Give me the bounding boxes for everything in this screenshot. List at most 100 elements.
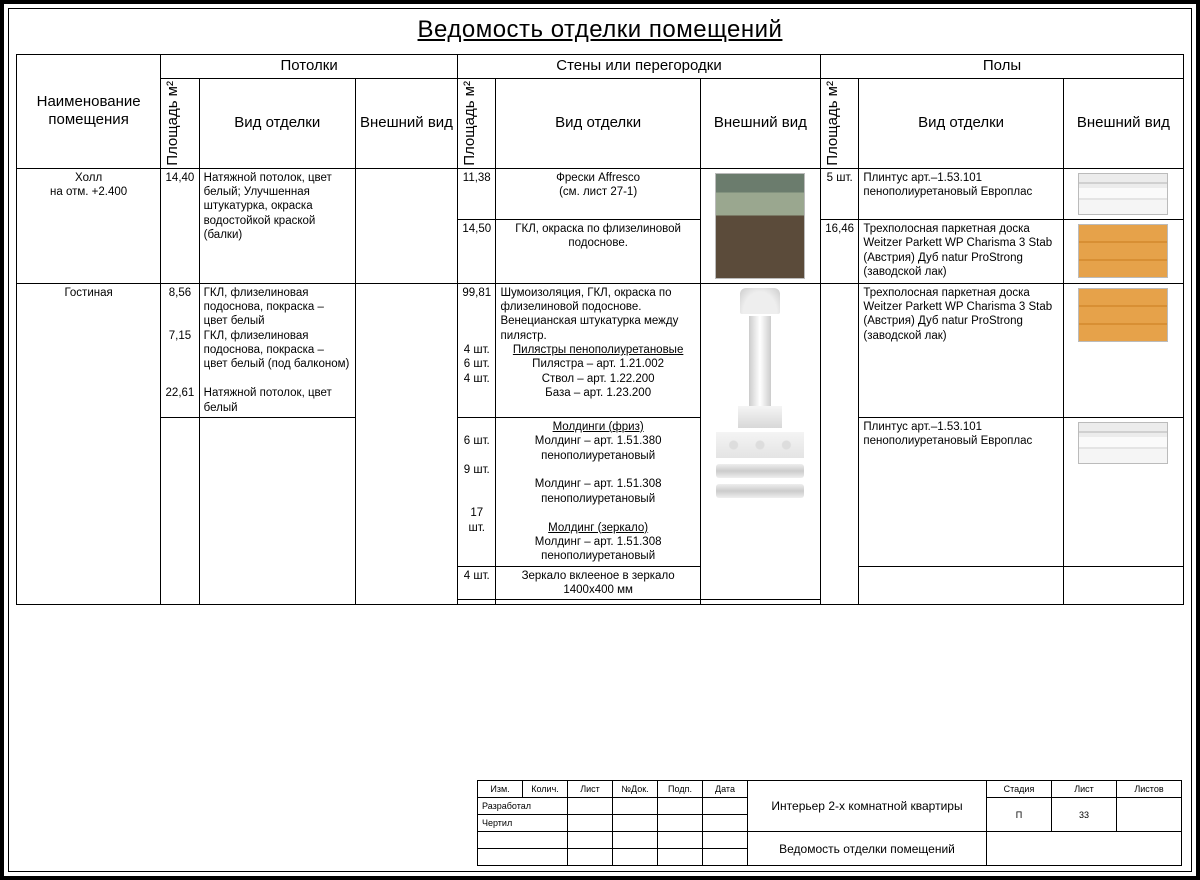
v: Молдинг – арт. 1.51.308 пенополиуретанов… bbox=[500, 477, 695, 506]
tb-draft: Чертил bbox=[478, 815, 568, 832]
cell-liv-floor1-d: Трехполосная паркетная доска Weitzer Par… bbox=[859, 283, 1063, 417]
v: 22,61 bbox=[165, 386, 194, 400]
tb-list: Лист bbox=[568, 781, 613, 798]
th-ceil-finish: Вид отделки bbox=[199, 78, 355, 168]
cell-liv-wall-d: Шумоизоляция, ГКЛ, окраска по флизелинов… bbox=[496, 283, 700, 417]
th-room: Наименование помещения bbox=[17, 55, 161, 169]
tb-project: Интерьер 2-х комнатной квартиры bbox=[748, 781, 987, 832]
tb-izm: Изм. bbox=[478, 781, 523, 798]
cell-liv-mold-d: Молдинги (фриз) Молдинг – арт. 1.51.380 … bbox=[496, 417, 700, 566]
cell-hall-wall1-area: 11,38 bbox=[458, 168, 496, 219]
cell-liv-floor2-d: Плинтус арт.–1.53.101 пенополиуретановый… bbox=[859, 417, 1063, 566]
cell-hall-wall1-desc: Фрески Affresco(см. лист 27-1) bbox=[496, 168, 700, 219]
fresco-swatch bbox=[715, 173, 805, 279]
th-floor-area: Площадь м² bbox=[820, 78, 858, 168]
v: 4 шт. bbox=[462, 343, 491, 357]
cell-liv-glass-a: 4 шт. bbox=[458, 566, 496, 600]
tb-ndok: №Док. bbox=[613, 781, 658, 798]
cell-hall-wall2-desc: ГКЛ, окраска по флизелиновой подоснове. bbox=[496, 219, 700, 283]
cell-liv-ceil-d: ГКЛ, флизелиновая подоснова, покраска – … bbox=[199, 283, 355, 417]
v: Ствол – арт. 1.22.200 bbox=[500, 372, 695, 386]
v: Натяжной потолок, цвет белый bbox=[204, 386, 351, 415]
capital-swatch bbox=[740, 288, 780, 314]
cell-liv-ceil-look bbox=[355, 283, 457, 605]
tb-podp: Подп. bbox=[658, 781, 703, 798]
tb-listov bbox=[1117, 798, 1182, 832]
tb-kol: Колич. bbox=[523, 781, 568, 798]
title-block: Изм. Колич. Лист №Док. Подп. Дата Интерь… bbox=[477, 780, 1182, 866]
v: ГКЛ, флизелиновая подоснова, покраска – … bbox=[204, 329, 351, 372]
cell-hall-ceil-look bbox=[355, 168, 457, 283]
v: Пилястра – арт. 1.21.002 bbox=[500, 357, 695, 371]
base-swatch bbox=[738, 406, 782, 428]
v: ГКЛ, флизелиновая подоснова, покраска – … bbox=[204, 286, 351, 329]
v: 17 шт. bbox=[462, 506, 491, 535]
cell-hall-wall-look bbox=[700, 168, 820, 283]
v: 4 шт. bbox=[462, 372, 491, 386]
th-walls-group: Стены или перегородки bbox=[458, 55, 821, 79]
molding-swatch bbox=[716, 464, 804, 478]
v: Пилястры пенополиуретановые bbox=[500, 343, 695, 357]
parquet-swatch bbox=[1078, 288, 1168, 342]
plinth-swatch bbox=[1078, 422, 1168, 464]
cell-living-name: Гостиная bbox=[17, 283, 161, 605]
th-wall-look: Внешний вид bbox=[700, 78, 820, 168]
cell-liv-floor1-look bbox=[1063, 283, 1183, 417]
cell-liv-floor-a bbox=[820, 283, 858, 605]
row-living-1: Гостиная 8,56 7,15 22,61 ГКЛ, флизелинов… bbox=[17, 283, 1184, 417]
th-ceil-look: Внешний вид bbox=[355, 78, 457, 168]
cell-liv-wall-a: 99,81 4 шт. 6 шт. 4 шт. bbox=[458, 283, 496, 417]
tb-stadiya: П bbox=[987, 798, 1052, 832]
th-ceil-area: Площадь м² bbox=[161, 78, 199, 168]
cell-liv-floor2-look bbox=[1063, 417, 1183, 566]
v: База – арт. 1.23.200 bbox=[500, 386, 695, 400]
v: 6 шт. bbox=[462, 357, 491, 371]
tb-list2-h: Лист bbox=[1052, 781, 1117, 798]
th-wall-finish: Вид отделки bbox=[496, 78, 700, 168]
finish-schedule-table: Наименование помещения Потолки Стены или… bbox=[16, 54, 1184, 605]
row-hall-1: Холлна отм. +2.400 14,40 Натяжной потоло… bbox=[17, 168, 1184, 219]
cell-liv-ceil-a: 8,56 7,15 22,61 bbox=[161, 283, 199, 417]
parquet-swatch bbox=[1078, 224, 1168, 278]
v: Молдинг – арт. 1.51.380 пенополиуретанов… bbox=[500, 434, 695, 463]
tb-dev: Разработал bbox=[478, 798, 568, 815]
tb-listov-h: Листов bbox=[1117, 781, 1182, 798]
v: 6 шт. bbox=[462, 434, 491, 448]
cell-hall-wall2-area: 14,50 bbox=[458, 219, 496, 283]
v: Молдинги (фриз) bbox=[500, 420, 695, 434]
v: 7,15 bbox=[165, 329, 194, 343]
v: 99,81 bbox=[462, 286, 491, 300]
tb-listno: 33 bbox=[1052, 798, 1117, 832]
cell-hall-floor1-look bbox=[1063, 168, 1183, 219]
cell-hall-name: Холлна отм. +2.400 bbox=[17, 168, 161, 283]
th-floor-finish: Вид отделки bbox=[859, 78, 1063, 168]
cell-liv-wall-look bbox=[700, 283, 820, 600]
tb-date: Дата bbox=[703, 781, 748, 798]
cell-hall-ceil-area: 14,40 bbox=[161, 168, 199, 283]
th-floor-look: Внешний вид bbox=[1063, 78, 1183, 168]
v: Шумоизоляция, ГКЛ, окраска по флизелинов… bbox=[500, 286, 695, 344]
v: Молдинг – арт. 1.51.308 пенополиуретанов… bbox=[500, 535, 695, 564]
v: 9 шт. bbox=[462, 463, 491, 477]
v: Молдинг (зеркало) bbox=[500, 521, 695, 535]
row-living-2: 6 шт. 9 шт. 17 шт. Молдинги (фриз) Молди… bbox=[17, 417, 1184, 566]
cell-hall-floor2-area: 16,46 bbox=[820, 219, 858, 283]
th-floor-group: Полы bbox=[820, 55, 1183, 79]
th-ceiling-group: Потолки bbox=[161, 55, 458, 79]
cell-hall-floor2-desc: Трехполосная паркетная доска Weitzer Par… bbox=[859, 219, 1063, 283]
v: 8,56 bbox=[165, 286, 194, 300]
cell-hall-floor1-desc: Плинтус арт.–1.53.101 пенополиуретановый… bbox=[859, 168, 1063, 219]
th-wall-area: Площадь м² bbox=[458, 78, 496, 168]
cell-hall-floor2-look bbox=[1063, 219, 1183, 283]
frieze-swatch bbox=[716, 432, 804, 458]
column-swatch bbox=[749, 316, 771, 406]
tb-stadiya-h: Стадия bbox=[987, 781, 1052, 798]
molding-swatch bbox=[716, 484, 804, 498]
cell-liv-mold-a: 6 шт. 9 шт. 17 шт. bbox=[458, 417, 496, 566]
cell-liv-glass-d: Зеркало вклееное в зеркало 1400х400 мм bbox=[496, 566, 700, 600]
tb-sheet-title: Ведомость отделки помещений bbox=[748, 832, 987, 866]
cell-hall-ceil-desc: Натяжной потолок, цвет белый; Улучшенная… bbox=[199, 168, 355, 283]
doc-title: Ведомость отделки помещений bbox=[16, 16, 1184, 44]
cell-hall-floor1-area: 5 шт. bbox=[820, 168, 858, 219]
plinth-swatch bbox=[1078, 173, 1168, 215]
